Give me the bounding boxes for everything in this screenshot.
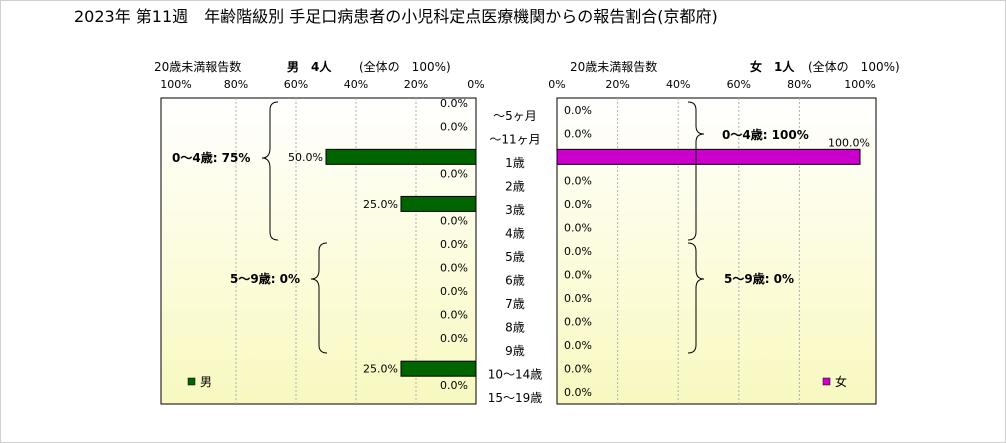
age-label: 9歳 (505, 344, 525, 358)
age-axis-labels: ～5ヶ月 ～11ヶ月 1歳 2歳 3歳 4歳 5歳 6歳 7歳 8歳 9歳 10～14歳 15～19歳 (488, 109, 543, 405)
male-value-label: 25.0% (363, 198, 398, 211)
female-value-label: 0.0% (564, 174, 592, 187)
female-legend-swatch (822, 377, 831, 386)
age-label: 7歳 (505, 297, 525, 311)
male-tick-label: 20% (404, 78, 428, 91)
female-value-label: 0.0% (564, 386, 592, 399)
age-label: 2歳 (505, 179, 525, 193)
age-label: 4歳 (505, 226, 525, 240)
female-value-label: 0.0% (564, 339, 592, 352)
male-value-label: 50.0% (288, 151, 323, 164)
male-tick-label: 40% (344, 78, 368, 91)
male-value-label: 0.0% (440, 285, 468, 298)
male-value-label: 0.0% (440, 262, 468, 275)
male-header-count: 男 4人 (287, 59, 332, 74)
female-bracket-5-9 (687, 242, 705, 354)
male-gridlines (235, 98, 417, 404)
age-label: ～5ヶ月 (493, 109, 537, 123)
male-value-label: 0.0% (440, 238, 468, 251)
male-value-labels: 0.0% 0.0% 50.0% 0.0% 25.0% 0.0% 0.0% 0.0% 0.0% 0.… (288, 97, 468, 392)
female-value-label: 0.0% (564, 104, 592, 117)
male-value-label: 0.0% (440, 332, 468, 345)
male-bar (400, 195, 477, 212)
age-label: ～11ヶ月 (489, 132, 540, 146)
female-value-label: 0.0% (564, 198, 592, 211)
female-bracket-0-4 (687, 101, 705, 241)
female-tick-label: 40% (666, 78, 690, 91)
male-tick-label: 60% (284, 78, 308, 91)
male-header-total: (全体の 100%) (359, 59, 451, 74)
age-label: 8歳 (505, 321, 525, 335)
male-value-label: 0.0% (440, 379, 468, 392)
male-value-label: 25.0% (363, 363, 398, 376)
age-label: 15～19歳 (488, 391, 543, 405)
female-value-label: 0.0% (564, 316, 592, 329)
age-label: 10～14歳 (488, 368, 543, 382)
age-label: 5歳 (505, 250, 525, 264)
female-tick-label: 0% (548, 78, 565, 91)
female-value-label: 100.0% (828, 136, 870, 149)
female-tick-label: 80% (787, 78, 811, 91)
male-tick-labels: 100% 80% 60% 40% 20% 0% (160, 78, 484, 91)
age-label: 3歳 (505, 203, 525, 217)
age-label: 6歳 (505, 274, 525, 288)
age-label: 1歳 (505, 156, 525, 170)
chart-title: 2023年 第11週 年齢階級別 手足口病患者の小児科定点医療機関からの報告割合… (74, 7, 718, 26)
female-gridlines (617, 98, 800, 404)
female-value-labels: 0.0% 0.0% 100.0% 0.0% 0.0% 0.0% 0.0% 0.0% 0.0% 0.… (564, 104, 870, 399)
male-legend-label: 男 (200, 375, 212, 389)
male-tick-label: 100% (160, 78, 191, 91)
male-value-label: 0.0% (440, 120, 468, 133)
male-tick-label: 80% (224, 78, 248, 91)
female-tick-labels: 0% 20% 40% 60% 80% 100% (548, 78, 875, 91)
female-legend-label: 女 (835, 374, 847, 389)
male-header-reports: 20歳未満報告数 (154, 59, 241, 74)
female-header-total: (全体の 100%) (808, 59, 900, 74)
male-tick-label: 0% (467, 78, 484, 91)
female-header-reports: 20歳未満報告数 (570, 59, 657, 74)
male-value-label: 0.0% (440, 309, 468, 322)
male-bracket-5-9 (310, 242, 328, 354)
male-bars (325, 148, 477, 377)
female-tick-label: 60% (727, 78, 751, 91)
male-bracket-0-4-label: 0～4歳: 75% (172, 150, 250, 165)
male-legend-swatch (187, 377, 196, 386)
female-value-label: 0.0% (564, 245, 592, 258)
female-bracket-5-9-label: 5～9歳: 0% (724, 271, 794, 286)
female-tick-label: 20% (605, 78, 629, 91)
male-bracket-0-4 (261, 101, 279, 241)
female-value-label: 0.0% (564, 292, 592, 305)
male-bar (400, 360, 477, 377)
male-value-label: 0.0% (440, 214, 468, 227)
female-header-count: 女 1人 (750, 59, 795, 74)
female-tick-label: 100% (844, 78, 875, 91)
female-value-label: 0.0% (564, 127, 592, 140)
female-bars (556, 148, 861, 165)
female-bar (556, 148, 861, 165)
female-value-label: 0.0% (564, 221, 592, 234)
female-bracket-0-4-label: 0～4歳: 100% (722, 127, 809, 142)
female-value-label: 0.0% (564, 363, 592, 376)
male-value-label: 0.0% (440, 97, 468, 110)
female-value-label: 0.0% (564, 269, 592, 282)
male-value-label: 0.0% (440, 167, 468, 180)
male-bracket-5-9-label: 5～9歳: 0% (230, 271, 300, 286)
male-bar (325, 148, 477, 165)
